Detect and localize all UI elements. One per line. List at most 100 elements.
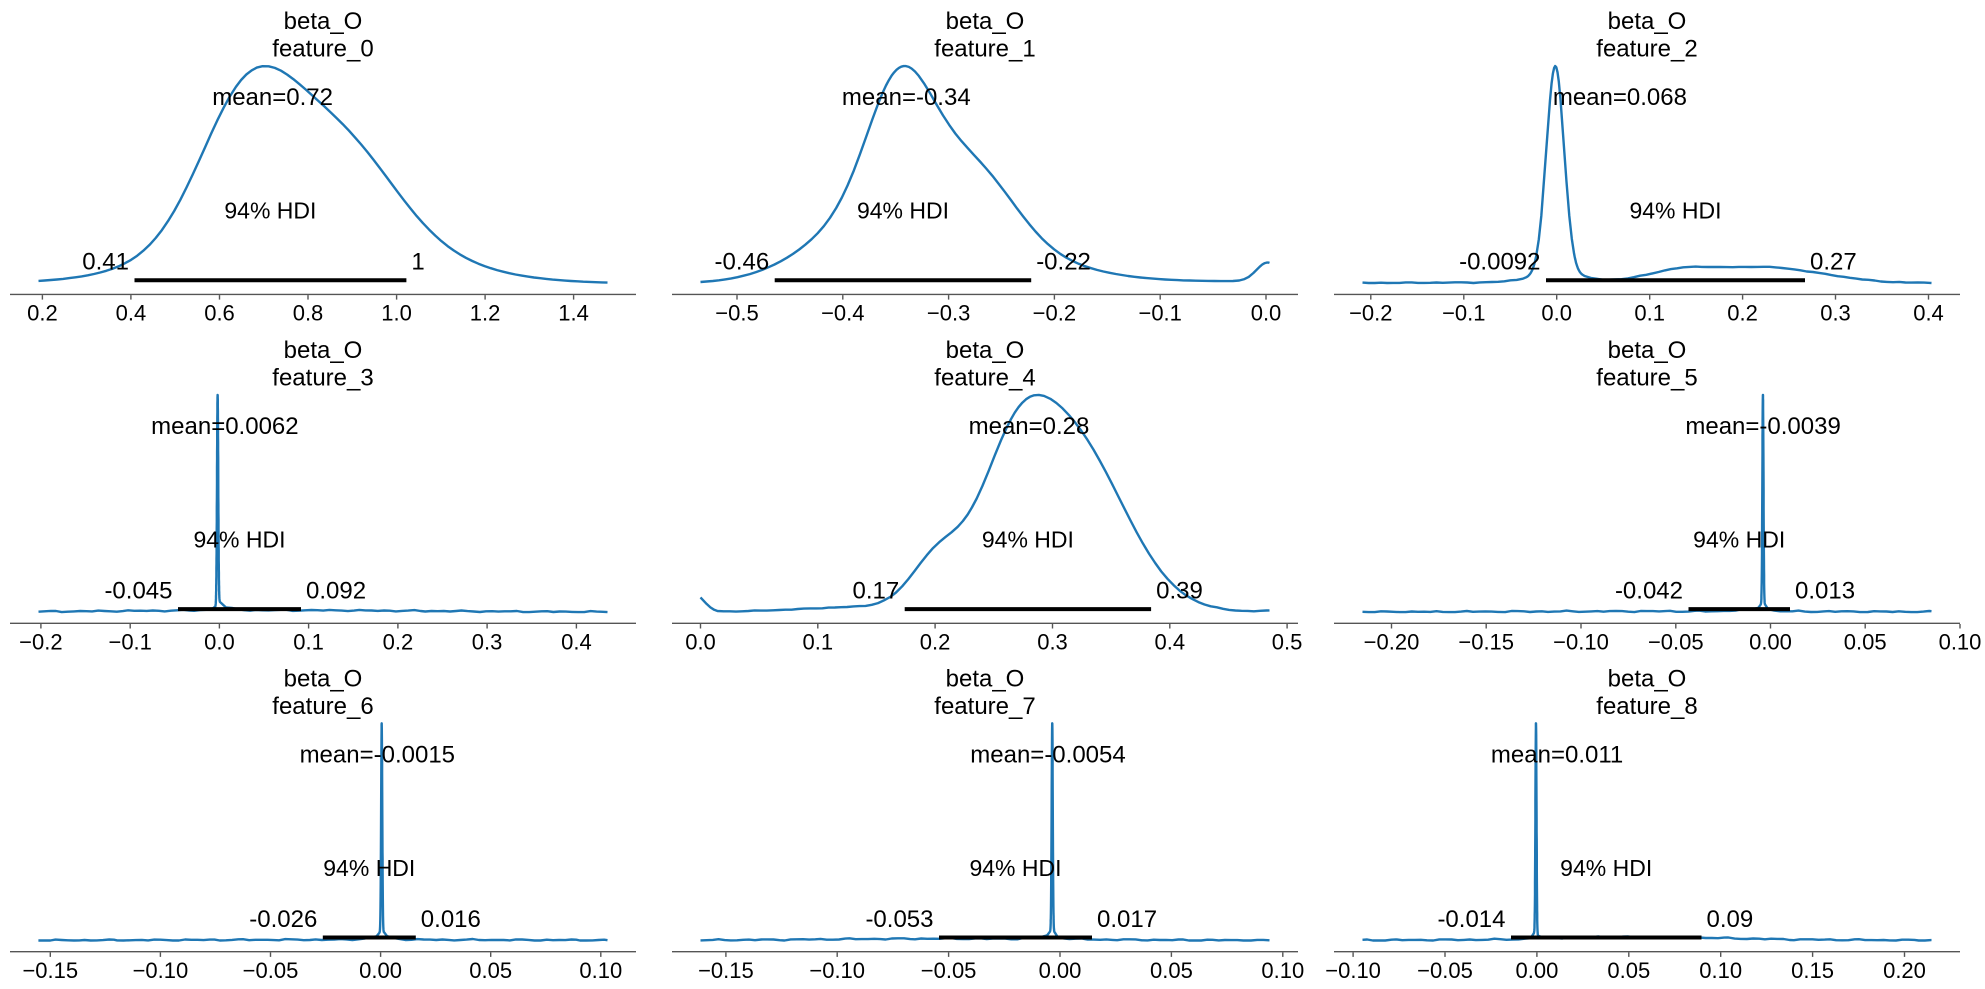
svg-text:-0.053: -0.053 xyxy=(865,906,933,933)
svg-text:94% HDI: 94% HDI xyxy=(1693,526,1785,552)
svg-text:94% HDI: 94% HDI xyxy=(323,855,415,881)
svg-text:0.2: 0.2 xyxy=(1727,301,1758,326)
svg-text:0.10: 0.10 xyxy=(1939,630,1982,655)
svg-text:−0.20: −0.20 xyxy=(1364,630,1420,655)
svg-text:0.41: 0.41 xyxy=(82,249,129,276)
svg-text:-0.014: -0.014 xyxy=(1437,906,1505,933)
svg-text:0.092: 0.092 xyxy=(306,578,366,605)
svg-text:0.0: 0.0 xyxy=(1541,301,1572,326)
svg-text:0.3: 0.3 xyxy=(472,630,503,655)
svg-text:mean=0.72: mean=0.72 xyxy=(212,84,333,111)
svg-text:feature_7: feature_7 xyxy=(934,693,1035,720)
svg-text:−0.2: −0.2 xyxy=(1349,301,1392,326)
svg-text:feature_4: feature_4 xyxy=(934,364,1035,391)
svg-text:−0.05: −0.05 xyxy=(1417,958,1473,983)
svg-text:0.1: 0.1 xyxy=(1634,301,1665,326)
svg-text:0.2: 0.2 xyxy=(920,630,951,655)
svg-text:-0.0092: -0.0092 xyxy=(1459,249,1540,276)
svg-text:0.10: 0.10 xyxy=(1261,958,1304,983)
svg-text:feature_0: feature_0 xyxy=(272,36,373,63)
svg-text:beta_O: beta_O xyxy=(946,337,1025,364)
svg-text:1.0: 1.0 xyxy=(381,301,412,326)
svg-text:0.6: 0.6 xyxy=(204,301,235,326)
svg-text:0.0: 0.0 xyxy=(1251,301,1282,326)
svg-text:−0.10: −0.10 xyxy=(1553,630,1609,655)
svg-text:−0.10: −0.10 xyxy=(809,958,865,983)
svg-text:mean=-0.0039: mean=-0.0039 xyxy=(1685,413,1840,440)
svg-text:0.10: 0.10 xyxy=(1699,958,1742,983)
svg-text:mean=-0.34: mean=-0.34 xyxy=(842,84,971,111)
svg-text:0.05: 0.05 xyxy=(1607,958,1650,983)
svg-text:-0.22: -0.22 xyxy=(1036,249,1091,276)
svg-text:mean=-0.0054: mean=-0.0054 xyxy=(970,741,1125,768)
svg-text:0.3: 0.3 xyxy=(1037,630,1068,655)
svg-text:0.2: 0.2 xyxy=(383,630,414,655)
svg-text:94% HDI: 94% HDI xyxy=(1629,198,1721,224)
svg-text:0.00: 0.00 xyxy=(1515,958,1558,983)
svg-text:94% HDI: 94% HDI xyxy=(1560,855,1652,881)
svg-text:0.09: 0.09 xyxy=(1707,906,1754,933)
svg-text:0.1: 0.1 xyxy=(293,630,324,655)
svg-text:1.2: 1.2 xyxy=(470,301,501,326)
svg-text:0.00: 0.00 xyxy=(359,958,402,983)
svg-text:feature_1: feature_1 xyxy=(934,36,1035,63)
svg-text:−0.05: −0.05 xyxy=(1648,630,1704,655)
svg-text:0.017: 0.017 xyxy=(1097,906,1157,933)
svg-text:0.4: 0.4 xyxy=(116,301,147,326)
svg-text:0.013: 0.013 xyxy=(1795,578,1855,605)
svg-text:−0.05: −0.05 xyxy=(243,958,299,983)
svg-text:−0.3: −0.3 xyxy=(927,301,970,326)
svg-text:mean=-0.0015: mean=-0.0015 xyxy=(300,741,455,768)
svg-text:beta_O: beta_O xyxy=(284,8,363,35)
svg-text:−0.1: −0.1 xyxy=(108,630,151,655)
svg-text:feature_8: feature_8 xyxy=(1596,693,1697,720)
svg-text:0.05: 0.05 xyxy=(1844,630,1887,655)
svg-text:1.4: 1.4 xyxy=(558,301,589,326)
svg-text:0.05: 0.05 xyxy=(469,958,512,983)
svg-text:0.2: 0.2 xyxy=(27,301,58,326)
svg-text:mean=0.28: mean=0.28 xyxy=(969,413,1090,440)
svg-text:beta_O: beta_O xyxy=(1608,665,1687,692)
svg-text:0.5: 0.5 xyxy=(1272,630,1303,655)
svg-text:−0.1: −0.1 xyxy=(1138,301,1181,326)
svg-text:−0.15: −0.15 xyxy=(698,958,754,983)
svg-text:0.3: 0.3 xyxy=(1820,301,1851,326)
svg-text:0.4: 0.4 xyxy=(1913,301,1944,326)
svg-text:0.00: 0.00 xyxy=(1039,958,1082,983)
svg-text:feature_3: feature_3 xyxy=(272,364,373,391)
svg-text:0.15: 0.15 xyxy=(1791,958,1834,983)
svg-text:−0.05: −0.05 xyxy=(921,958,977,983)
svg-text:mean=0.011: mean=0.011 xyxy=(1491,741,1623,768)
svg-text:94% HDI: 94% HDI xyxy=(193,526,285,552)
svg-text:beta_O: beta_O xyxy=(946,665,1025,692)
svg-text:0.10: 0.10 xyxy=(579,958,622,983)
svg-text:94% HDI: 94% HDI xyxy=(982,526,1074,552)
svg-text:mean=0.068: mean=0.068 xyxy=(1553,84,1687,111)
svg-text:0.17: 0.17 xyxy=(852,578,899,605)
svg-text:−0.4: −0.4 xyxy=(821,301,864,326)
svg-text:0.8: 0.8 xyxy=(293,301,324,326)
svg-text:0.20: 0.20 xyxy=(1883,958,1926,983)
svg-text:-0.042: -0.042 xyxy=(1615,578,1683,605)
svg-text:0.39: 0.39 xyxy=(1156,578,1203,605)
svg-text:94% HDI: 94% HDI xyxy=(969,855,1061,881)
svg-text:94% HDI: 94% HDI xyxy=(857,198,949,224)
svg-text:−0.10: −0.10 xyxy=(1325,958,1381,983)
svg-text:−0.15: −0.15 xyxy=(22,958,78,983)
svg-text:0.05: 0.05 xyxy=(1150,958,1193,983)
svg-text:beta_O: beta_O xyxy=(1608,337,1687,364)
svg-text:−0.15: −0.15 xyxy=(1458,630,1514,655)
svg-text:mean=0.0062: mean=0.0062 xyxy=(151,413,298,440)
svg-text:0.4: 0.4 xyxy=(561,630,592,655)
svg-text:94% HDI: 94% HDI xyxy=(224,198,316,224)
svg-text:0.27: 0.27 xyxy=(1810,249,1857,276)
svg-text:−0.5: −0.5 xyxy=(715,301,758,326)
svg-text:-0.045: -0.045 xyxy=(104,578,172,605)
svg-text:beta_O: beta_O xyxy=(946,8,1025,35)
svg-text:beta_O: beta_O xyxy=(1608,8,1687,35)
svg-text:−0.1: −0.1 xyxy=(1442,301,1485,326)
svg-text:−0.10: −0.10 xyxy=(133,958,189,983)
svg-text:0.1: 0.1 xyxy=(803,630,834,655)
svg-text:beta_O: beta_O xyxy=(284,337,363,364)
svg-text:0.0: 0.0 xyxy=(685,630,716,655)
